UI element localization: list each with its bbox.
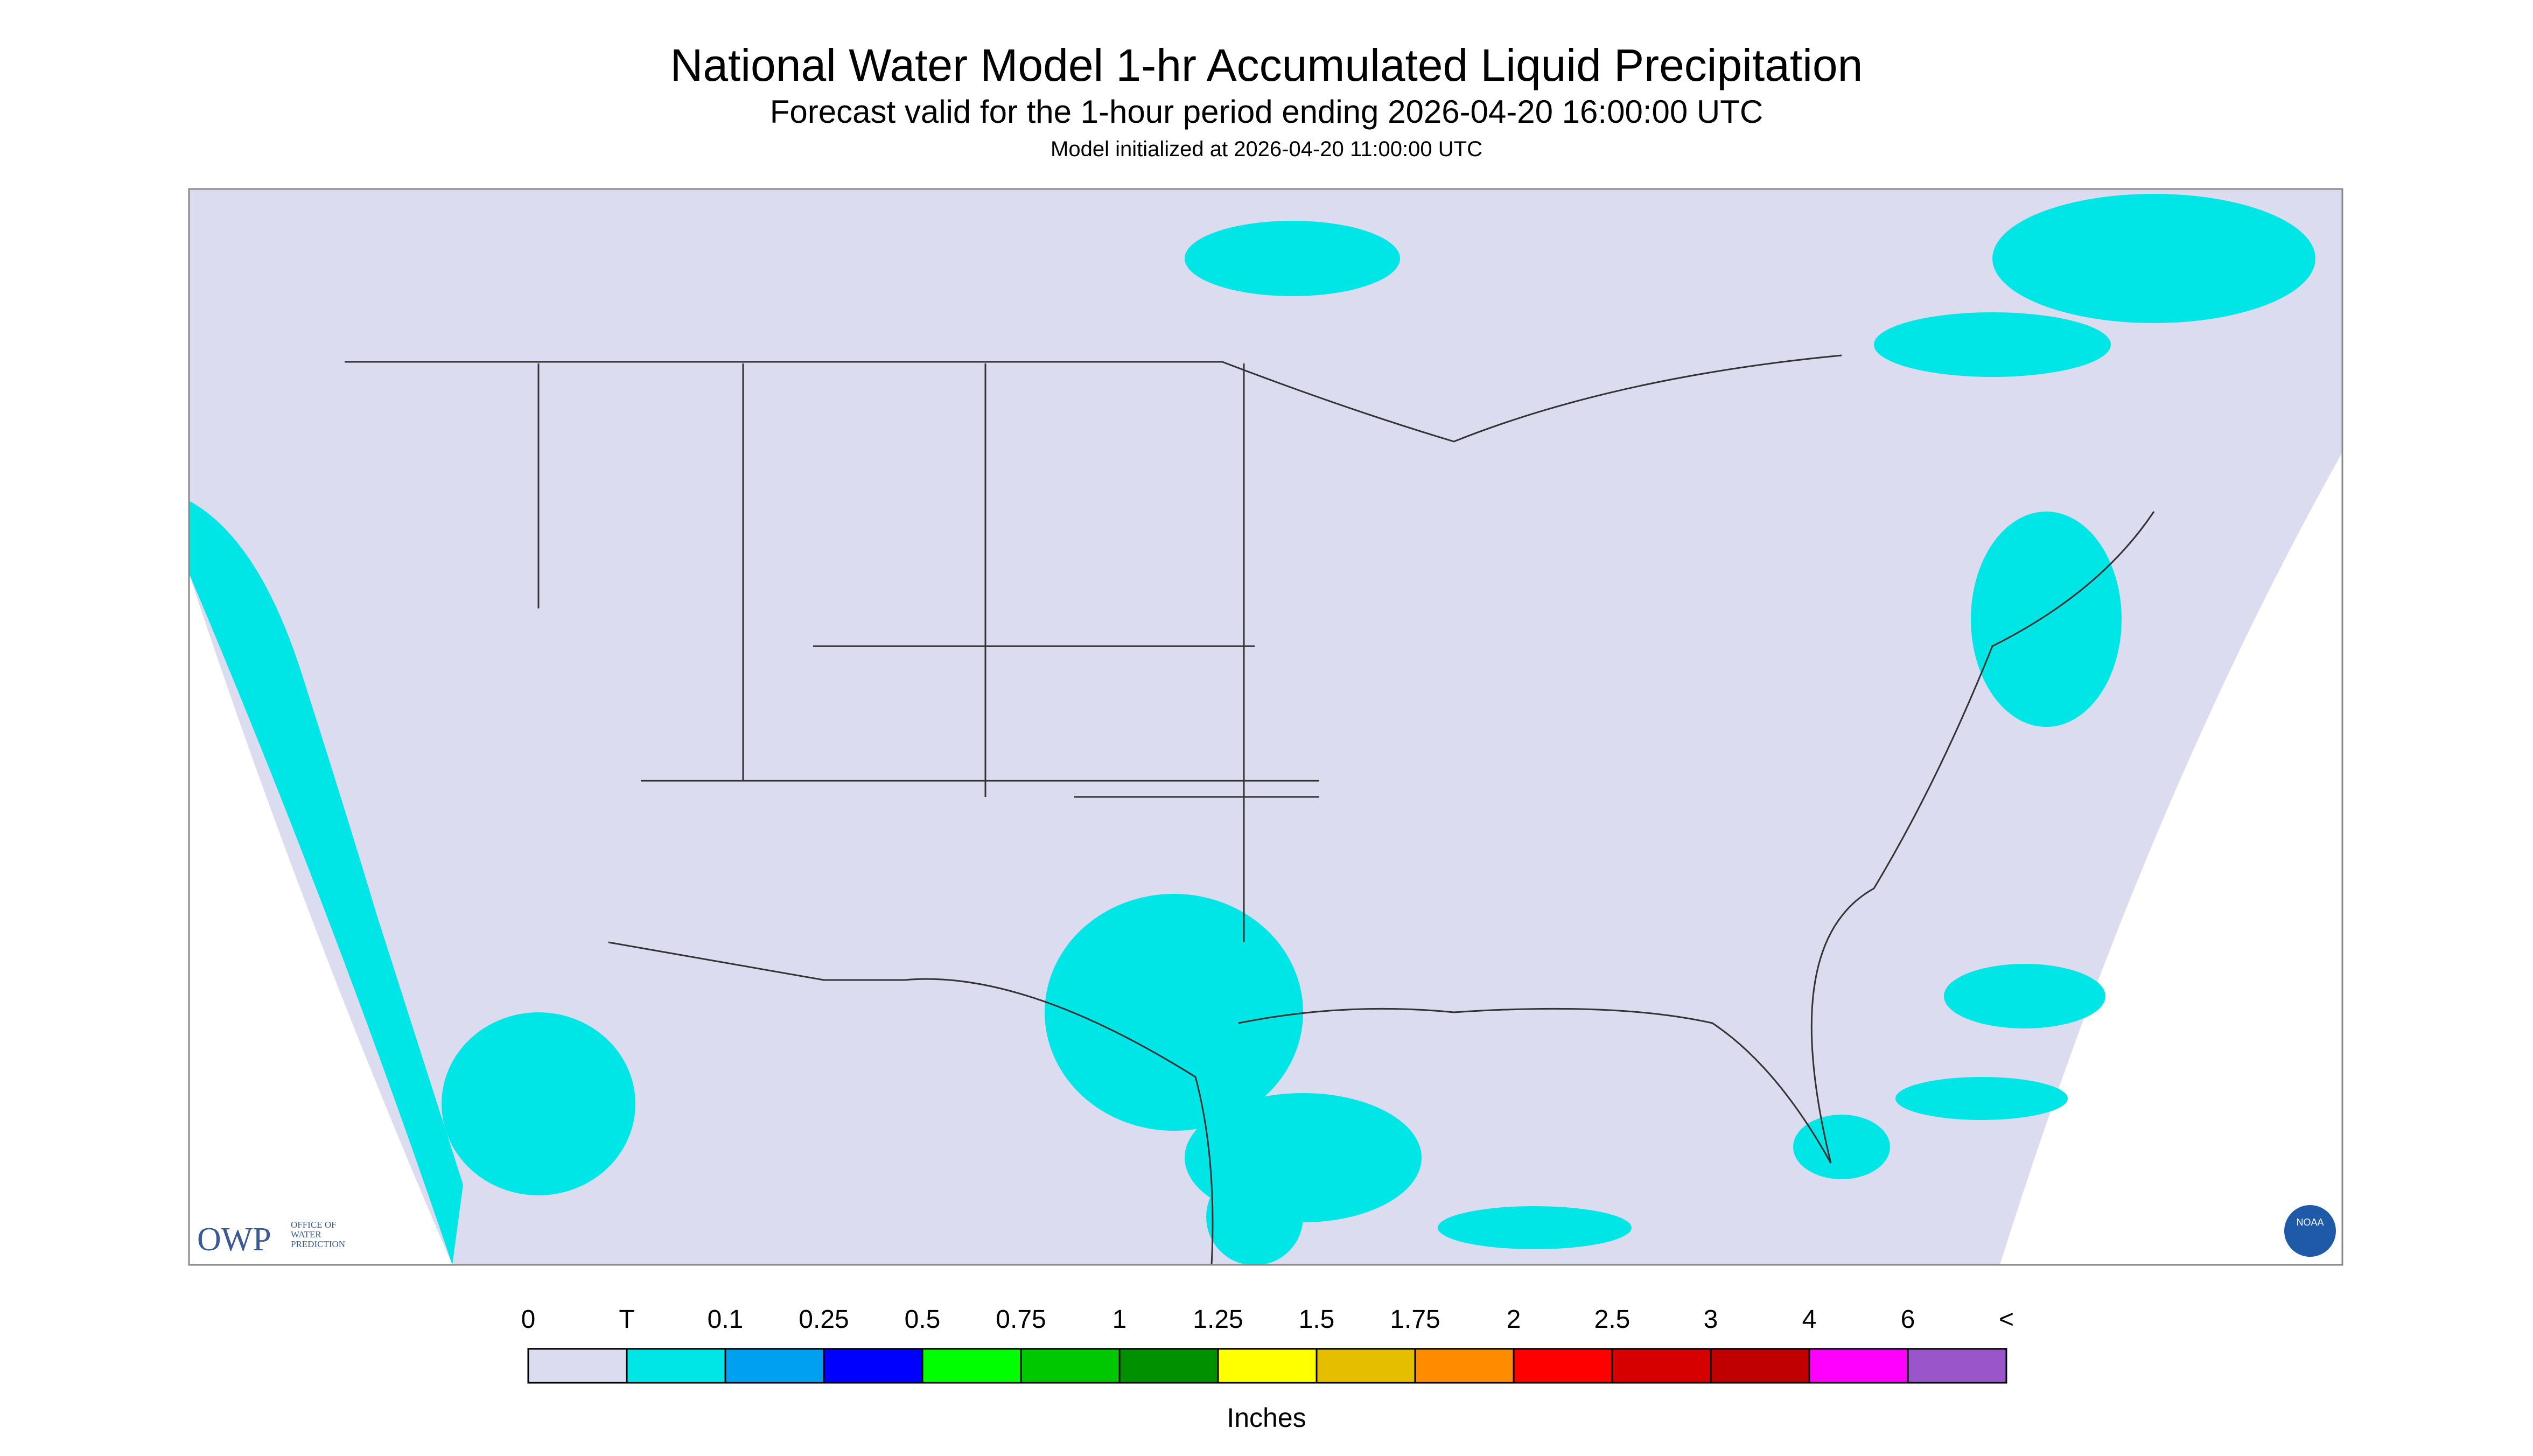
legend-label: 0 [521, 1305, 536, 1334]
owp-logo-line: PREDICTION [291, 1239, 345, 1249]
title: National Water Model 1-hr Accumulated Li… [670, 40, 1863, 90]
precip-gulf-south [1206, 1168, 1303, 1265]
precip-light [189, 194, 2315, 1265]
legend-label: T [619, 1305, 634, 1334]
precip-atlantic-south [1895, 1077, 2068, 1120]
precip-west [189, 501, 463, 1265]
legend-swatch [626, 1348, 726, 1384]
legend-swatch [1020, 1348, 1121, 1384]
legend-label: 2 [1507, 1305, 1521, 1334]
subtitle: Forecast valid for the 1-hour period end… [770, 94, 1763, 130]
border-canada [345, 354, 1842, 443]
legend-swatch [1118, 1348, 1219, 1384]
legend-swatch [1710, 1348, 1810, 1384]
state-lines [537, 363, 1319, 942]
legend-swatch [1907, 1348, 2007, 1384]
legend-swatch [724, 1348, 825, 1384]
legend-swatch [1611, 1348, 1712, 1384]
legend-swatch [1414, 1348, 1515, 1384]
legend-label: 1.25 [1193, 1305, 1243, 1334]
legend-label: 0.75 [996, 1305, 1046, 1334]
precip-northeast [1971, 512, 2122, 727]
legend-label: 0.25 [799, 1305, 849, 1334]
owp-logo: OWP [197, 1221, 271, 1258]
precip-atlantic [1944, 964, 2105, 1028]
precip-canada-east [1992, 194, 2315, 323]
legend-label: 1 [1112, 1305, 1127, 1334]
init-time: Model initialized at 2026-04-20 11:00:00… [1051, 137, 1482, 161]
legend-label: 1.75 [1390, 1305, 1440, 1334]
border-mexico [608, 941, 1214, 1265]
precip-canada-mid [1185, 221, 1400, 296]
owp-logo-line: OFFICE OF [291, 1220, 337, 1230]
legend-label: < [1999, 1305, 2014, 1334]
legend-swatch [527, 1348, 628, 1384]
precip-florida [1793, 1115, 1890, 1179]
legend-swatch [1217, 1348, 1318, 1384]
precip-caribbean [1438, 1206, 1632, 1249]
legend-label: 4 [1802, 1305, 1817, 1334]
legend-label: 0.5 [905, 1305, 941, 1334]
precip-quebec [1874, 312, 2111, 377]
legend-swatch [1316, 1348, 1416, 1384]
legend-label: 6 [1901, 1305, 1915, 1334]
boundaries [345, 354, 2155, 1265]
legend-label: 0.1 [708, 1305, 744, 1334]
map-frame [188, 188, 2343, 1266]
noaa-logo-text: NOAA [2296, 1217, 2324, 1228]
legend-swatch [1808, 1348, 1909, 1384]
legend-swatch [823, 1348, 923, 1384]
legend-label: 1.5 [1299, 1305, 1335, 1334]
legend: 0 T 0.1 0.25 0.5 0.75 1 1.25 1.5 1.75 2 2.5 3 4 6 < [521, 1305, 2014, 1384]
model-domain [189, 189, 2342, 1265]
legend-swatch [921, 1348, 1022, 1384]
coastline [1238, 511, 2155, 1164]
noaa-logo [2284, 1205, 2336, 1257]
owp-logo-line: WATER [291, 1229, 321, 1240]
precip-texas [1045, 894, 1303, 1131]
precip-mexico [442, 1012, 635, 1195]
legend-label: 3 [1704, 1305, 1718, 1334]
legend-swatch [1513, 1348, 1613, 1384]
legend-unit: Inches [1227, 1403, 1306, 1433]
legend-label: 2.5 [1594, 1305, 1631, 1334]
